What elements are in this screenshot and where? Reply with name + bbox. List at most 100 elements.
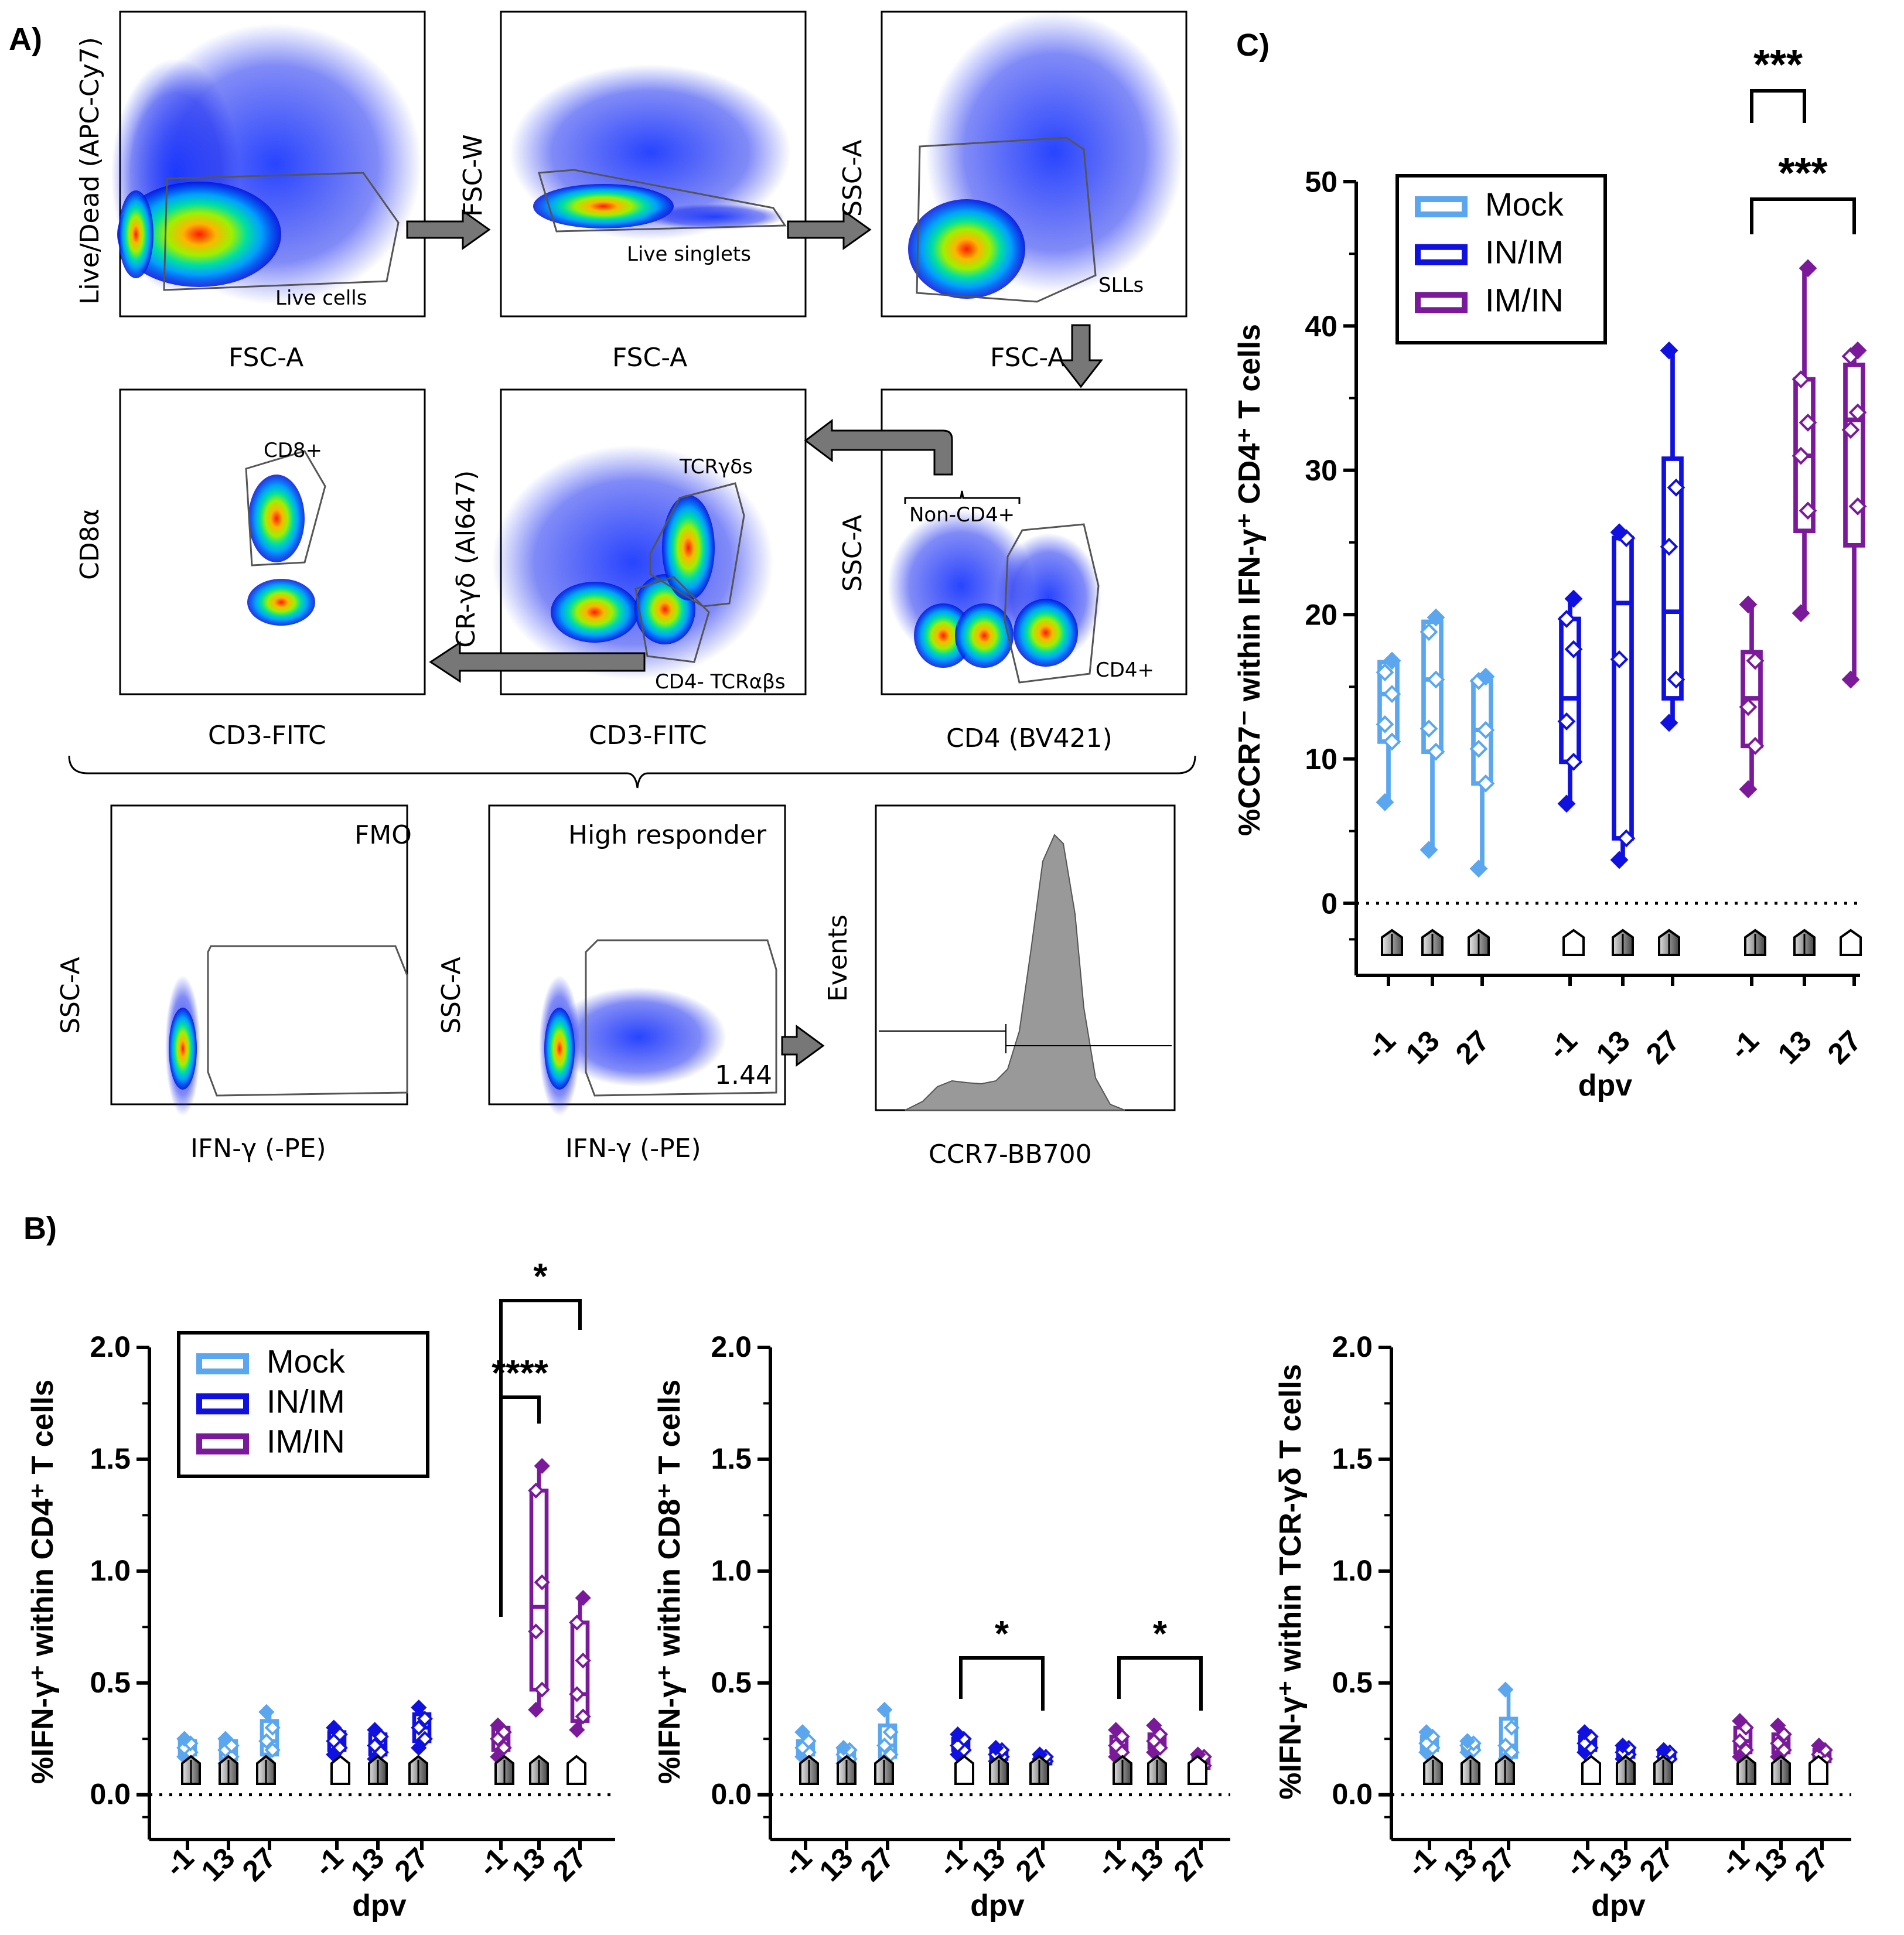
data-point xyxy=(988,1739,1004,1756)
gate-label-cd8: CD8+ xyxy=(264,439,322,462)
x-tick-label: 13 xyxy=(813,1841,859,1888)
data-point xyxy=(1792,446,1810,465)
x-tick-label: 27 xyxy=(1449,1024,1496,1070)
data-point xyxy=(835,1739,852,1756)
ylabel-a2: FSC-W xyxy=(458,134,488,217)
gate-label-tcrgd: TCRγδs xyxy=(679,455,753,479)
data-point xyxy=(1108,1738,1124,1754)
ylabel-a6: SSC-A xyxy=(838,514,868,592)
x-tick-label: -1 xyxy=(777,1841,818,1883)
gating-arrow xyxy=(1058,324,1104,388)
chart-b3: 0.0 0.5 1.0 1.5 2.0 %IFN-γ⁺ within TCR-γδ T c… xyxy=(1274,1330,1851,1923)
data-point xyxy=(1557,712,1576,731)
y-tick-label: 0 xyxy=(1321,887,1337,920)
significance-label: *** xyxy=(1778,150,1827,197)
data-point xyxy=(1146,1717,1162,1733)
data-point xyxy=(1739,780,1758,798)
data-point xyxy=(575,1590,591,1606)
data-point xyxy=(496,1739,512,1756)
data-point xyxy=(258,1733,275,1749)
data-point xyxy=(1739,698,1758,716)
data-point xyxy=(1383,732,1401,751)
data-point xyxy=(490,1717,506,1733)
flow-plot-live-singlets: Live singlets FSC-A FSC-W xyxy=(458,11,807,373)
y-tick-label: 0.5 xyxy=(1332,1666,1373,1699)
significance-label: * xyxy=(533,1257,548,1297)
data-point xyxy=(258,1704,275,1720)
data-point xyxy=(417,1711,433,1727)
x-tick-label: -1 xyxy=(1724,1024,1765,1066)
y-tick-label: 30 xyxy=(1305,454,1337,487)
data-point xyxy=(1383,651,1401,670)
y-axis-title: %IFN-γ⁺ within CD8⁺ T cells xyxy=(653,1380,687,1784)
x-tick-label: 13 xyxy=(195,1841,241,1888)
data-point xyxy=(569,1722,585,1738)
vaccination-key-icon xyxy=(954,1755,974,1785)
x-tick-label: 27 xyxy=(1633,1841,1680,1888)
y-tick-label: 50 xyxy=(1305,166,1337,199)
legend-swatch xyxy=(196,1353,249,1374)
data-point xyxy=(1476,721,1495,739)
gate-label-cd4: CD4+ xyxy=(1096,658,1154,682)
xlabel-a5: CD3-FITC xyxy=(589,721,707,750)
data-point xyxy=(1459,1733,1476,1749)
data-point xyxy=(1739,595,1758,614)
chart-b2: 0.0 0.5 1.0 1.5 2.0 %IFN-γ⁺ within CD8⁺ T cel… xyxy=(653,1330,1230,1923)
data-point xyxy=(1610,523,1629,542)
legend-label: IM/IN xyxy=(1485,281,1564,318)
data-point xyxy=(1376,663,1394,682)
data-point xyxy=(1152,1726,1168,1743)
data-point xyxy=(1799,413,1817,432)
x-tick-label: -1 xyxy=(1542,1024,1584,1066)
x-tick-label: -1 xyxy=(159,1841,200,1883)
data-point xyxy=(1376,715,1394,733)
ylabel-a1: Live/Dead (APC-Cy7) xyxy=(75,37,105,305)
data-point xyxy=(534,1574,550,1591)
significance-label: * xyxy=(1153,1614,1168,1654)
x-tick-label: 13 xyxy=(1772,1024,1818,1070)
vaccination-key-icon xyxy=(1809,1755,1828,1785)
xlabel-a1: FSC-A xyxy=(228,343,303,373)
data-point xyxy=(794,1724,811,1741)
data-point xyxy=(1799,501,1817,520)
xlabel-a6: CD4 (BV421) xyxy=(946,724,1113,753)
x-tick-label: 27 xyxy=(1009,1841,1056,1888)
significance-bracket xyxy=(1117,1656,1203,1711)
data-point xyxy=(528,1623,544,1640)
data-point xyxy=(417,1731,433,1747)
data-point xyxy=(411,1719,427,1736)
legend-swatch xyxy=(1415,196,1468,217)
flow-plot-live-cells: Live cells FSC-A Live/Dead (APC-Cy7) xyxy=(75,11,426,373)
data-point xyxy=(534,1458,550,1474)
x-tick-label: 13 xyxy=(344,1841,391,1888)
x-tick-label: 27 xyxy=(388,1841,435,1888)
x-tick-label: -1 xyxy=(1360,1024,1402,1066)
box xyxy=(1612,535,1634,841)
x-tick-label: 13 xyxy=(1400,1024,1446,1070)
legend-swatch xyxy=(196,1433,249,1455)
legend-box xyxy=(1395,174,1607,344)
y-tick-label: 0.0 xyxy=(711,1778,752,1811)
data-point xyxy=(1469,739,1488,758)
vaccination-key-icon xyxy=(1188,1755,1207,1785)
y-axis-title: %IFN-γ⁺ within TCR-γδ T cells xyxy=(1274,1364,1308,1800)
y-axis-title: %IFN-γ⁺ within CD4⁺ T cells xyxy=(26,1380,60,1784)
data-point xyxy=(1799,259,1817,278)
significance-bracket xyxy=(1750,197,1856,234)
significance-bracket xyxy=(1750,89,1806,123)
data-point xyxy=(575,1708,591,1725)
vaccination-key-icon xyxy=(1840,929,1862,956)
data-point xyxy=(1564,589,1583,608)
data-point xyxy=(1615,1738,1631,1754)
data-point xyxy=(1610,650,1629,668)
data-point xyxy=(1420,623,1438,641)
x-tick-label: 13 xyxy=(965,1841,1012,1888)
gate-percentage: 1.44 xyxy=(715,1060,772,1090)
data-point xyxy=(528,1701,544,1718)
data-point xyxy=(217,1731,234,1747)
data-point xyxy=(367,1738,383,1754)
box xyxy=(529,1489,549,1692)
data-point xyxy=(1108,1722,1124,1738)
legend-label: Mock xyxy=(1485,186,1564,223)
x-tick-label: -1 xyxy=(308,1841,350,1883)
